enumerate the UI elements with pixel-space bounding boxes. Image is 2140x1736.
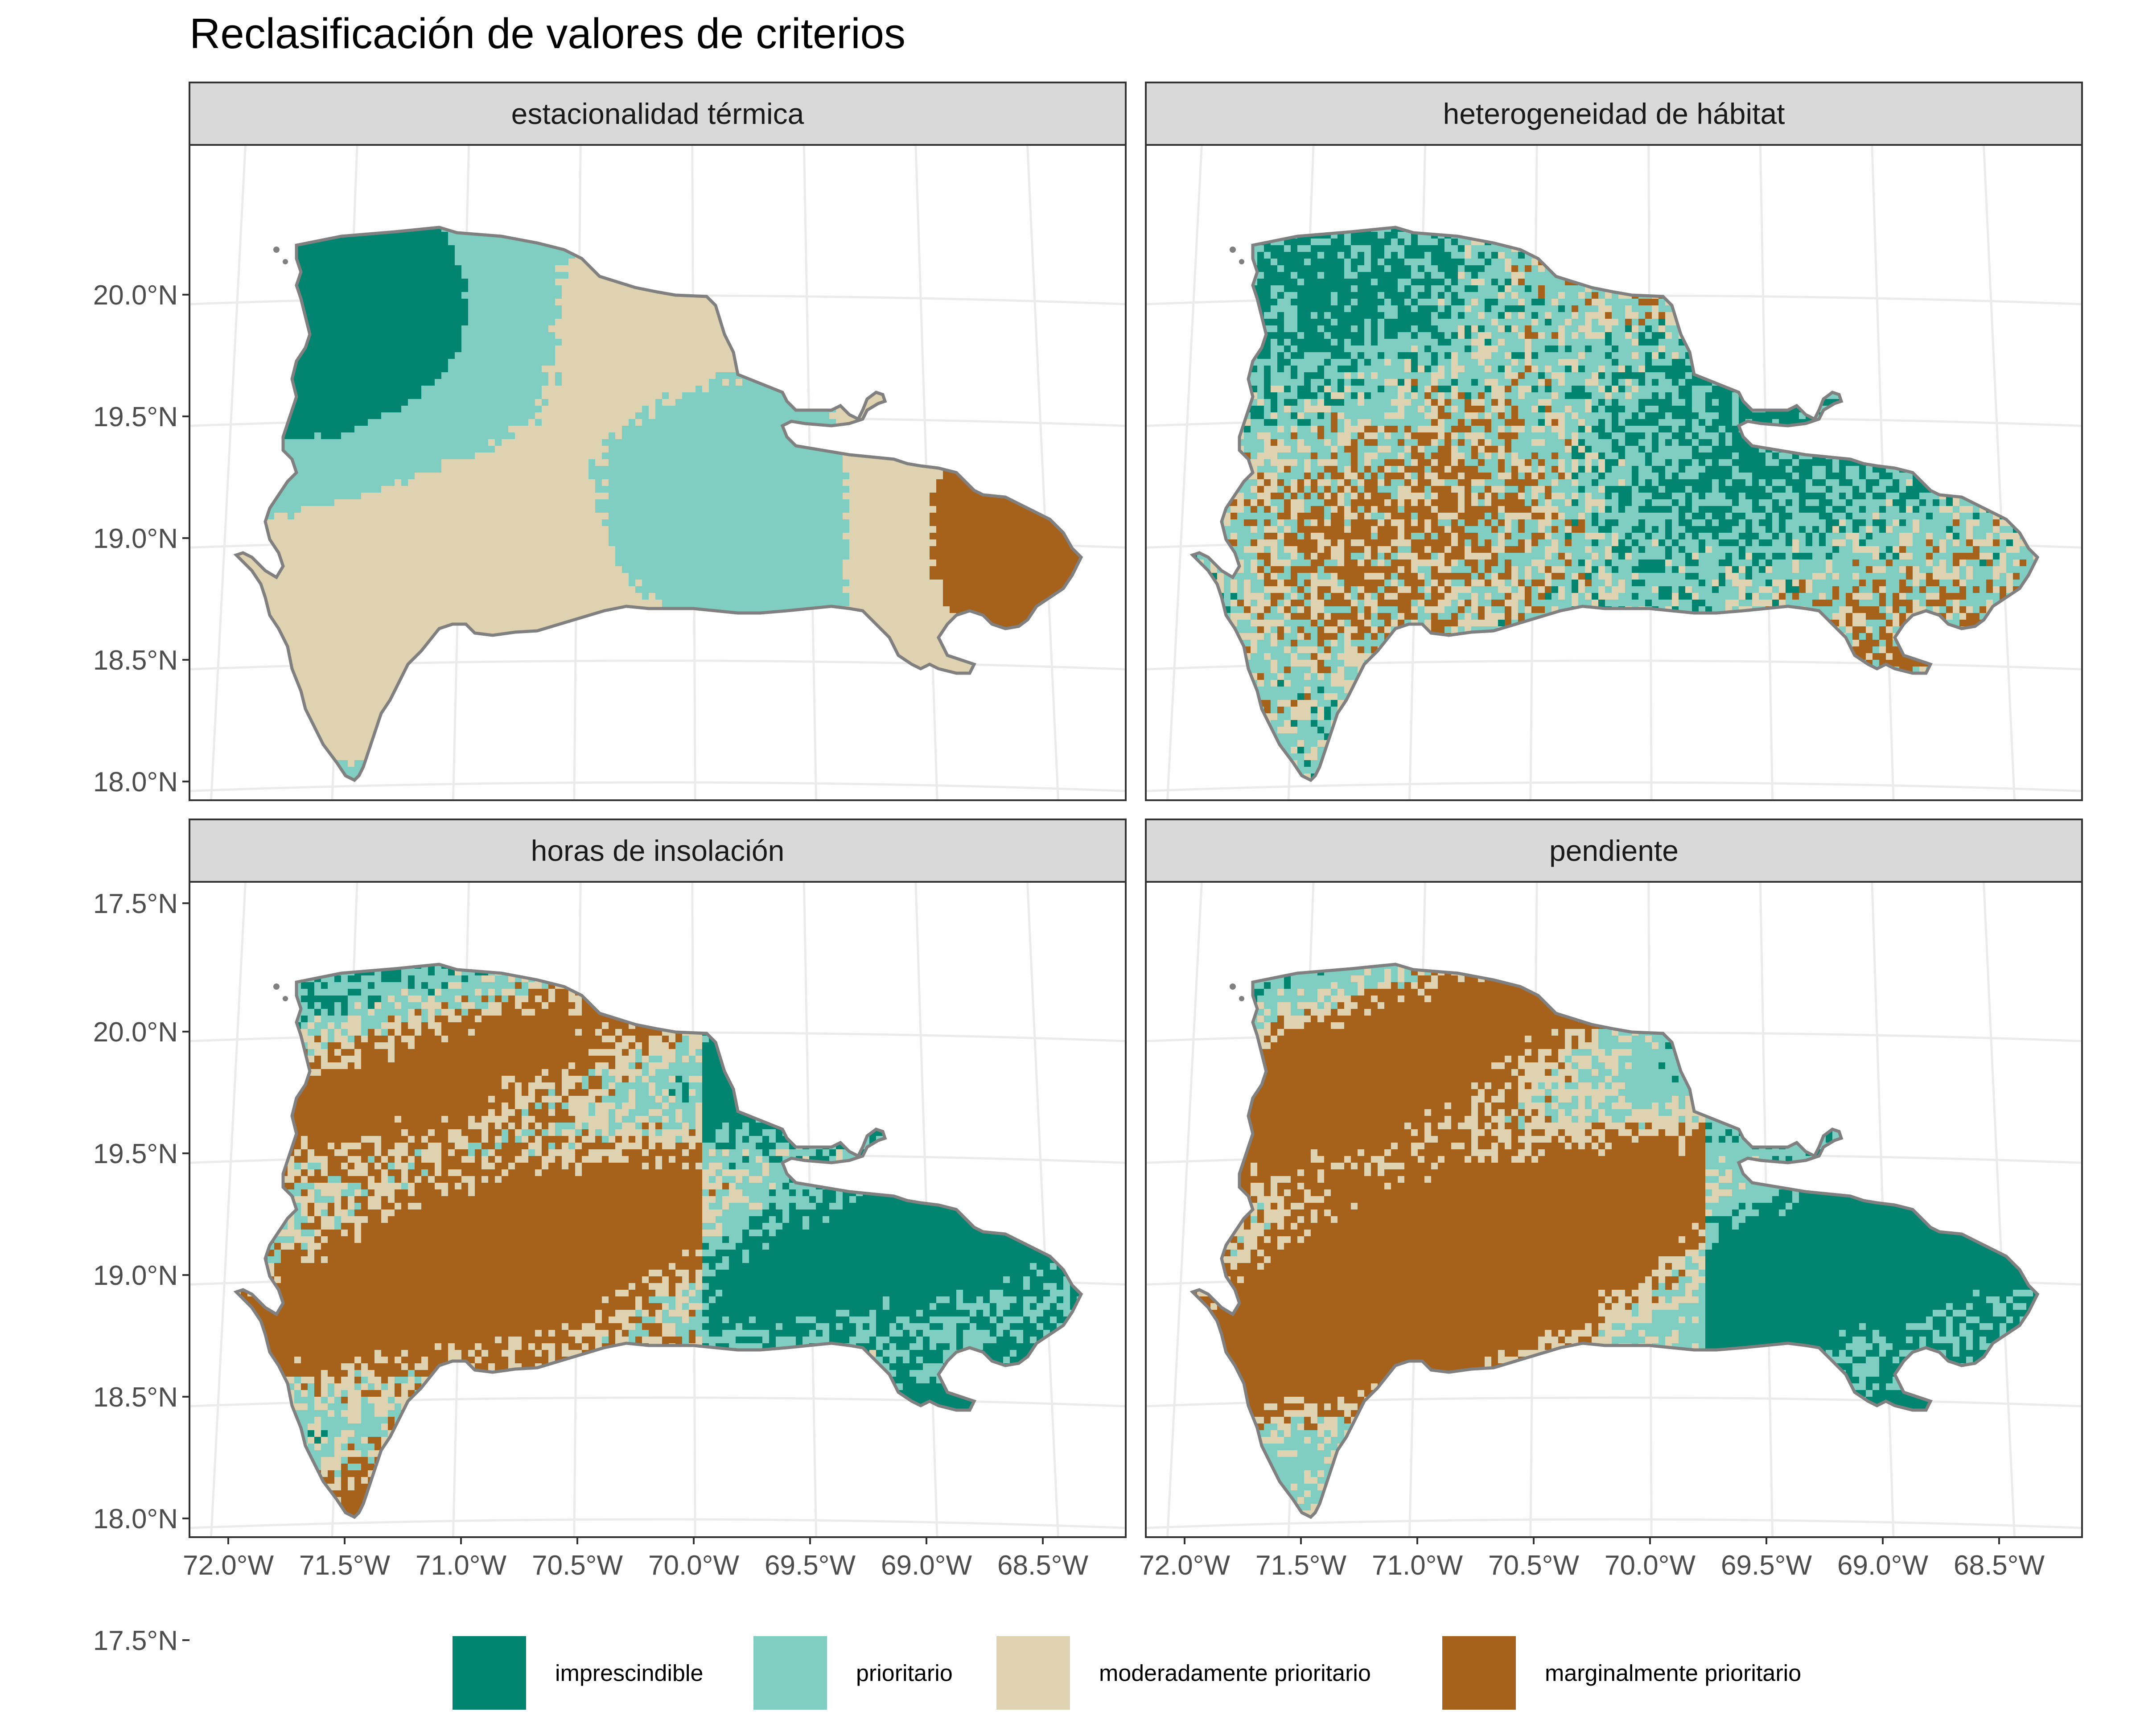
islet (1239, 259, 1244, 264)
x-tick-label: 71.5°W (299, 1550, 390, 1581)
x-tick-label: 68.5°W (997, 1550, 1088, 1581)
graticule-lat (189, 781, 1126, 792)
x-tick-label: 68.5°W (1954, 1550, 2045, 1581)
x-tick-label: 72.0°W (183, 1550, 274, 1581)
page-title: Reclasificación de valores de criterios (189, 10, 905, 58)
x-tick-label: 70.5°W (532, 1550, 623, 1581)
y-tick-label: 18.0°N (93, 1504, 178, 1534)
facet-panel: estacionalidad térmica 20.0°N 19.5°N 19.0°N… (93, 82, 1127, 919)
legend-label: imprescindible (555, 1661, 703, 1687)
legend: imprescindible prioritario moderadamente p… (453, 1636, 1801, 1710)
facet-panel: heterogeneidad de hábitat (1145, 82, 2083, 801)
legend-key (753, 1636, 827, 1710)
y-tick-label: 17.5°N (93, 1625, 178, 1656)
panel-border (1145, 881, 2083, 1538)
y-tick-label: 18.5°N (93, 1382, 178, 1413)
y-tick-label: 19.0°N (93, 523, 178, 554)
x-tick-label: 71.5°W (1255, 1550, 1346, 1581)
graticule-lon (1982, 145, 2016, 800)
facet-panel: pendiente 72.0°W 71.5°W 71.0°W 70.5°W 70.0°W 6… (1137, 819, 2091, 1650)
facet-strip (1145, 819, 2083, 883)
graticule-lat (189, 1518, 1126, 1529)
y-tick-label: 18.5°N (93, 645, 178, 676)
x-tick-label: 70.0°W (1605, 1550, 1696, 1581)
panel-plot-area: 20.0°N 19.5°N 19.0°N 18.5°N 18.0°N 17.5°N 72.0… (93, 881, 1135, 1656)
facet-strip-label: pendiente (1549, 834, 1679, 867)
panel-border (189, 881, 1127, 1538)
islet (273, 983, 280, 990)
graticule-lat (1146, 781, 2082, 792)
facet-strip (189, 819, 1127, 883)
graticule-lat (1137, 1641, 2091, 1650)
panel-plot-area: 72.0°W 71.5°W 71.0°W 70.5°W 70.0°W 69.5°W 69.0… (1137, 881, 2091, 1650)
facet-strip-label: estacionalidad térmica (511, 97, 804, 130)
x-tick-label: 70.5°W (1488, 1550, 1579, 1581)
y-tick-label: 20.0°N (93, 1017, 178, 1048)
x-tick-label: 71.0°W (416, 1550, 506, 1581)
panel-plot-area: 20.0°N 19.5°N 19.0°N 18.5°N 18.0°N 17.5°N (93, 144, 1127, 919)
y-tick-label: 20.0°N (93, 280, 178, 311)
graticule-lon (1026, 145, 1060, 800)
panel-border (1145, 144, 2083, 801)
graticule-lon (1166, 145, 1203, 800)
graticule-lon (1982, 882, 2016, 1537)
legend-key (1442, 1636, 1516, 1710)
x-tick-label: 69.5°W (1721, 1550, 1812, 1581)
islet (273, 247, 280, 253)
x-tick-label: 72.0°W (1139, 1550, 1230, 1581)
islet (1230, 247, 1236, 253)
panel-border (189, 144, 1127, 801)
islet (283, 996, 288, 1001)
x-tick-label: 69.5°W (765, 1550, 856, 1581)
legend-label: moderadamente prioritario (1099, 1661, 1371, 1687)
facet-strip (1145, 82, 2083, 146)
islet (283, 259, 288, 264)
y-tick-label: 19.5°N (93, 1139, 178, 1169)
graticule-lat (1146, 1518, 2082, 1529)
facet-strip-label: heterogeneidad de hábitat (1443, 97, 1785, 130)
graticule-lat (181, 1641, 1135, 1650)
y-tick-label: 19.0°N (93, 1260, 178, 1291)
facet-panel: horas de insolación 20.0°N 19.5°N 19.0°N 18.… (93, 819, 1135, 1656)
graticule-lon (1166, 882, 1203, 1537)
y-tick-label: 18.0°N (93, 767, 178, 798)
legend-key (453, 1636, 526, 1710)
islet (1239, 996, 1244, 1001)
x-tick-label: 70.0°W (648, 1550, 739, 1581)
y-tick-label: 17.5°N (93, 889, 178, 919)
x-tick-label: 69.0°W (1837, 1550, 1928, 1581)
graticule-lon (210, 145, 247, 800)
x-tick-label: 69.0°W (881, 1550, 972, 1581)
islet (1230, 983, 1236, 990)
facet-strip-label: horas de insolación (531, 834, 785, 867)
legend-label: prioritario (856, 1661, 953, 1687)
x-tick-label: 71.0°W (1372, 1550, 1463, 1581)
legend-label: marginalmente prioritario (1545, 1661, 1801, 1687)
facet-strip (189, 82, 1127, 146)
legend-key (996, 1636, 1070, 1710)
y-tick-label: 19.5°N (93, 402, 178, 432)
graticule-lon (210, 882, 247, 1537)
panel-plot-area (1145, 144, 2083, 801)
graticule-lon (1026, 882, 1060, 1537)
